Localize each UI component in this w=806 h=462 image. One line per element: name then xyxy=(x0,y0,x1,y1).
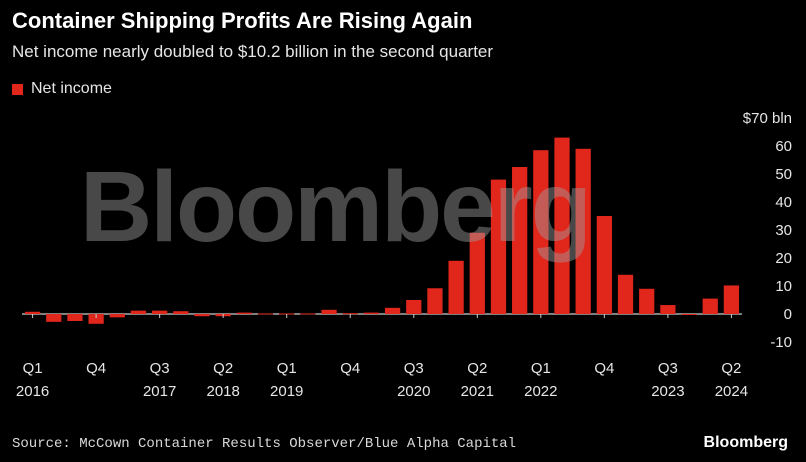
bar xyxy=(130,310,147,314)
bar xyxy=(406,300,422,314)
bar xyxy=(152,310,168,314)
bar xyxy=(702,298,718,314)
bar xyxy=(681,314,697,315)
x-tick-year-label: 2020 xyxy=(397,383,430,400)
x-tick-year-label: 2017 xyxy=(143,383,176,400)
y-tick-label: 60 xyxy=(775,138,792,155)
bar xyxy=(24,311,41,314)
y-tick-label: -10 xyxy=(770,334,792,351)
x-tick-year-label: 2018 xyxy=(206,383,239,400)
bar xyxy=(596,216,612,314)
bar xyxy=(67,314,83,321)
x-tick-year-label: 2022 xyxy=(524,383,557,400)
bar xyxy=(533,150,549,314)
bar xyxy=(490,179,507,314)
y-tick-label: 20 xyxy=(775,250,792,267)
x-tick-label: Q4 xyxy=(594,360,614,377)
x-tick-label: Q1 xyxy=(531,360,551,377)
bar xyxy=(469,232,485,314)
legend-label: Net income xyxy=(31,80,112,97)
chart-subtitle: Net income nearly doubled to $10.2 billi… xyxy=(12,42,494,61)
bar xyxy=(617,274,634,314)
x-tick-year-label: 2016 xyxy=(16,383,49,400)
x-tick-label: Q3 xyxy=(658,360,678,377)
x-tick-year-label: 2024 xyxy=(715,383,748,400)
x-tick-label: Q4 xyxy=(86,360,106,377)
bar xyxy=(173,311,189,314)
legend: Net income xyxy=(12,80,112,98)
bar xyxy=(427,288,443,314)
y-tick-label: 10 xyxy=(775,278,792,295)
bar xyxy=(257,313,274,315)
bar xyxy=(512,167,528,314)
bar xyxy=(448,260,464,314)
bar xyxy=(300,313,316,315)
x-tick-year-label: 2023 xyxy=(651,383,684,400)
x-tick-label: Q3 xyxy=(404,360,424,377)
bar xyxy=(342,313,358,315)
source-note: Source: McCown Container Results Observe… xyxy=(12,436,517,452)
x-tick-label: Q3 xyxy=(150,360,170,377)
chart-title: Container Shipping Profits Are Rising Ag… xyxy=(12,8,473,33)
x-tick-year-label: 2019 xyxy=(270,383,303,400)
bar xyxy=(109,314,125,318)
bar xyxy=(46,314,62,322)
x-tick-label: Q1 xyxy=(23,360,43,377)
y-tick-label: 30 xyxy=(775,222,792,239)
x-tick-label: Q2 xyxy=(467,360,487,377)
bar xyxy=(279,313,295,315)
bar xyxy=(236,312,252,314)
y-tick-label: $70 bln xyxy=(743,110,792,127)
legend-swatch xyxy=(12,83,23,95)
bar xyxy=(88,314,104,324)
y-tick-label: 40 xyxy=(775,194,792,211)
y-tick-label: 50 xyxy=(775,166,792,183)
y-tick-label: 0 xyxy=(784,306,792,323)
x-tick-label: Q4 xyxy=(340,360,360,377)
bar xyxy=(321,309,337,314)
x-tick-label: Q2 xyxy=(721,360,741,377)
bar xyxy=(723,285,740,314)
brand-logo: Bloomberg xyxy=(703,434,788,451)
bar xyxy=(384,307,401,314)
x-tick-year-label: 2021 xyxy=(461,383,494,400)
x-tick-label: Q2 xyxy=(213,360,233,377)
bar xyxy=(194,314,210,317)
bar xyxy=(554,137,570,314)
bar xyxy=(660,305,676,314)
bar xyxy=(575,148,591,314)
x-tick-label: Q1 xyxy=(277,360,297,377)
bar xyxy=(363,312,380,314)
bar xyxy=(639,288,655,314)
